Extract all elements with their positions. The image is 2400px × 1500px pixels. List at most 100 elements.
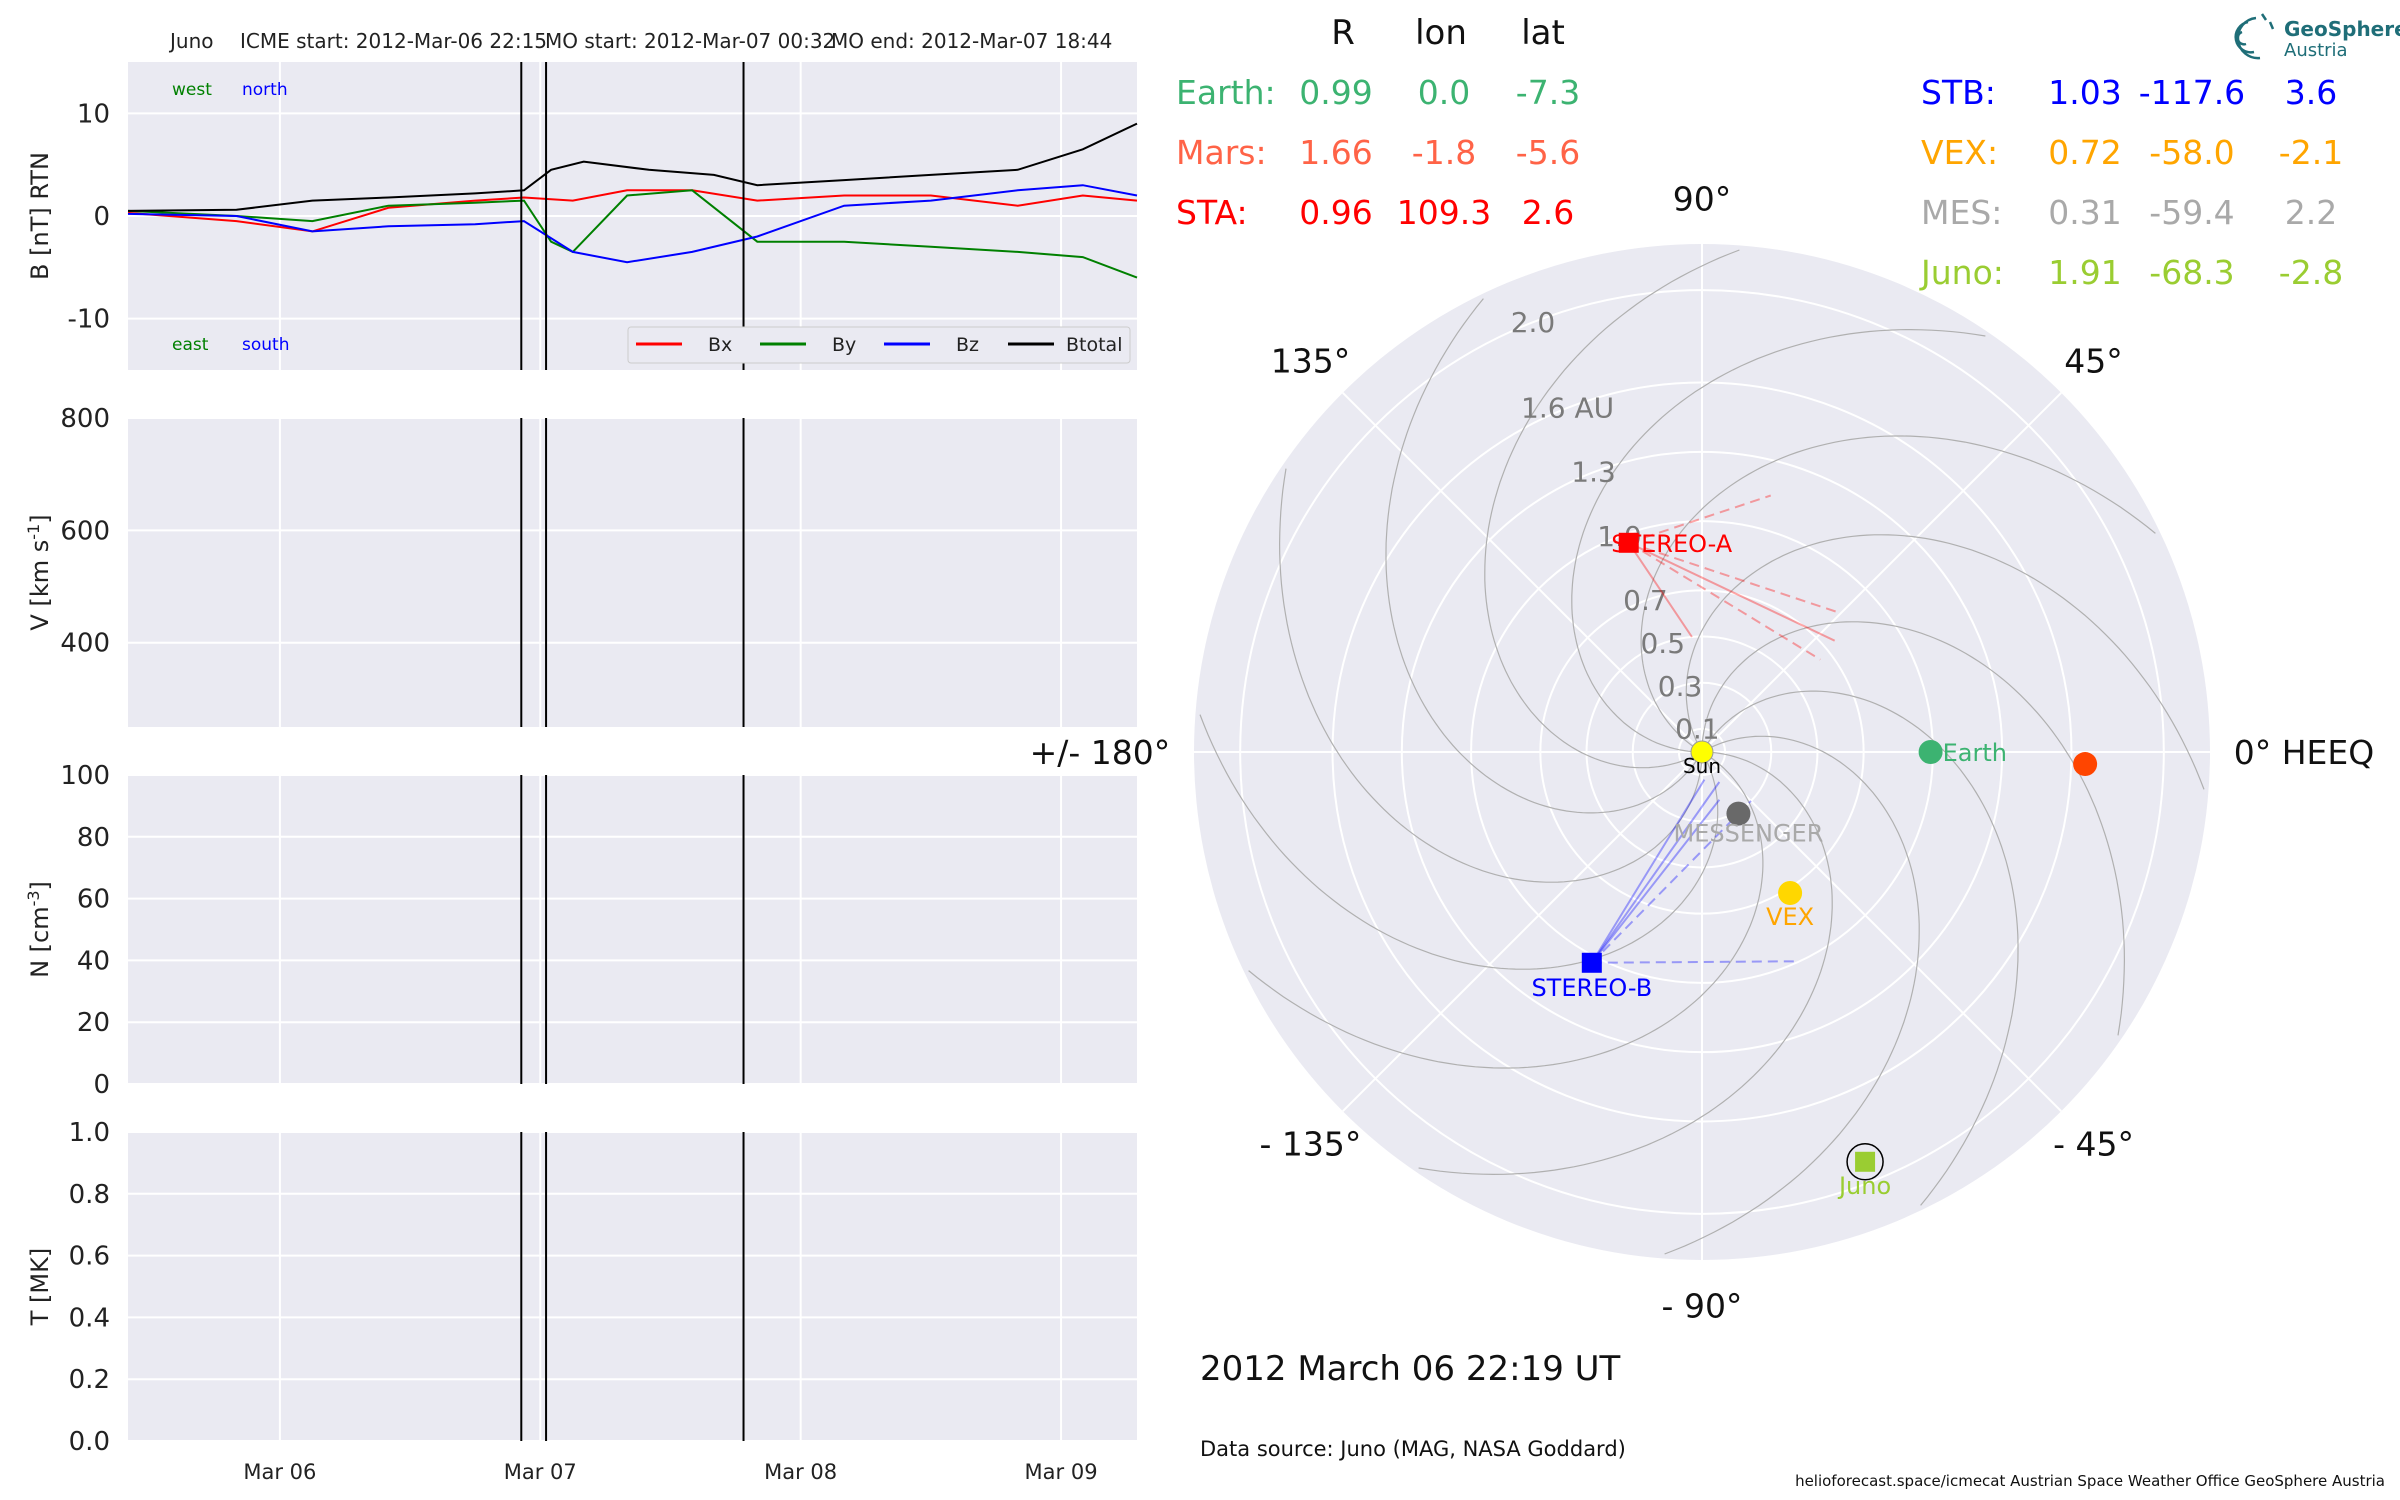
stereo-a-marker: [1618, 532, 1639, 553]
juno-highlight-ring: [1846, 1143, 1884, 1181]
legend-label: By: [832, 334, 856, 356]
y-axis-label: N [cm-3]: [24, 881, 55, 978]
table-r: 0.96: [1299, 193, 1372, 232]
parker-spiral-line: [1664, 735, 1920, 1255]
table-name: Juno:: [1919, 253, 2004, 292]
label-east: east: [172, 335, 209, 355]
legend-label: Bz: [956, 334, 979, 356]
radial-tick-label: 1.3: [1571, 456, 1616, 489]
fov-line: [1627, 542, 1693, 638]
label-west: west: [172, 80, 212, 100]
density-panel: 0 20 40 60 80 100 N [cm-3]: [24, 761, 1137, 1100]
panel-background: [128, 1132, 1137, 1441]
table-header: lat: [1521, 13, 1565, 53]
vex-label: VEX: [1766, 903, 1814, 931]
table-lat: -7.3: [1516, 73, 1580, 112]
table-lon: -59.4: [2149, 193, 2234, 232]
angle-label: - 135°: [1260, 1125, 1362, 1164]
angle-label: - 45°: [2053, 1125, 2134, 1164]
table-r: 0.99: [1299, 73, 1372, 112]
fov-line: [1591, 799, 1721, 964]
logo-mark-icon: [2234, 13, 2275, 60]
messenger-marker: [1726, 801, 1751, 826]
y-tick-label: 40: [77, 946, 110, 976]
y-tick-label: 0.4: [69, 1303, 110, 1333]
table-lat: 3.6: [2285, 73, 2337, 112]
angle-label: 0° HEEQ: [2234, 733, 2374, 772]
temperature-panel: Mar 06 Mar 07 Mar 08 Mar 09 0.0 0.2 0.4 0.6 0.8 1…: [26, 1118, 1137, 1484]
time-label: 2012 March 06 22:19 UT: [1200, 1349, 1621, 1389]
y-axis-label: V [km s-1]: [24, 514, 55, 630]
table-name: MES:: [1921, 193, 2002, 232]
y-tick-label: -10: [68, 305, 110, 335]
grid-spoke: [1342, 392, 1703, 753]
parker-spiral-line: [1703, 690, 2019, 1206]
table-r: 0.31: [2048, 193, 2121, 232]
fov-line: [1591, 960, 1800, 964]
parker-spiral-line: [1685, 534, 2205, 790]
y-tick-label: 20: [77, 1008, 110, 1038]
fov-line: [1628, 541, 1842, 615]
table-lat: 2.2: [2285, 193, 2337, 232]
table-lat: -5.6: [1516, 133, 1580, 172]
parker-spiral-line: [1199, 714, 1719, 970]
juno-label: Juno: [1837, 1172, 1891, 1200]
y-tick-label: 0: [93, 202, 110, 232]
y-tick-label: 0.0: [69, 1427, 110, 1457]
table-name: Earth:: [1176, 73, 1276, 112]
y-tick-label: 1.0: [69, 1118, 110, 1148]
y-tick-label: 0: [93, 1070, 110, 1100]
table-lon: -117.6: [2139, 73, 2245, 112]
header-spacecraft: Juno: [168, 29, 214, 53]
sun-marker: [1690, 740, 1714, 764]
table-r: 1.03: [2048, 73, 2121, 112]
x-tick-label: Mar 07: [504, 1460, 577, 1484]
fov-line: [1591, 800, 1752, 964]
parker-spiral-line: [1385, 298, 1701, 814]
angle-label: +/- 180°: [1030, 733, 1171, 772]
angle-label: 135°: [1271, 341, 1351, 380]
x-tick-label: Mar 09: [1025, 1460, 1098, 1484]
table-name: STA:: [1176, 193, 1248, 232]
y-tick-label: 60: [77, 885, 110, 915]
series-btotal-line: [127, 122, 1138, 212]
y-axis-label: B [nT] RTN: [26, 152, 54, 280]
parker-spirals: [1199, 249, 2205, 1255]
parker-spiral-line: [1484, 249, 1740, 769]
radial-tick-label: 0.3: [1658, 670, 1703, 703]
table-lon: -58.0: [2149, 133, 2234, 172]
series-bx-line: [127, 189, 1138, 233]
vex-marker: [1778, 880, 1803, 905]
table-lon: -68.3: [2149, 253, 2234, 292]
y-tick-label: 0.6: [69, 1242, 110, 1272]
table-lon: 0.0: [1418, 73, 1470, 112]
logo-line1: GeoSphere: [2284, 17, 2400, 41]
legend-label: Bx: [708, 334, 732, 356]
table-lat: 2.6: [1522, 193, 1574, 232]
table-header: R: [1331, 13, 1355, 53]
label-south: south: [242, 335, 289, 355]
table-r: 0.72: [2048, 133, 2121, 172]
x-tick-label: Mar 06: [243, 1460, 316, 1484]
fov-line: [1628, 494, 1772, 544]
fov-line: [1628, 541, 1836, 642]
y-tick-label: 600: [60, 516, 110, 546]
parker-spiral-line: [1278, 468, 1703, 883]
radial-tick-label: 0.5: [1640, 627, 1685, 660]
mars-marker: [2073, 752, 2098, 777]
panel-background: [128, 418, 1137, 727]
fov-line: [1628, 541, 1821, 661]
radial-tick-label: 1.6 AU: [1521, 391, 1614, 424]
y-tick-label: 0.8: [69, 1180, 110, 1210]
label-north: north: [242, 80, 288, 100]
header-icme-start: ICME start: 2012-Mar-06 22:15: [240, 29, 547, 53]
speed-panel: 400 600 800 V [km s-1]: [24, 404, 1137, 727]
sun-label: Sun: [1683, 754, 1721, 778]
stereo-b-label: STEREO-B: [1531, 974, 1652, 1002]
legend-box: [627, 326, 1131, 364]
grid-spoke: [1701, 751, 2062, 1112]
y-tick-label: 80: [77, 823, 110, 853]
parker-spiral-line: [1418, 751, 1833, 1176]
table-r: 1.91: [2048, 253, 2121, 292]
